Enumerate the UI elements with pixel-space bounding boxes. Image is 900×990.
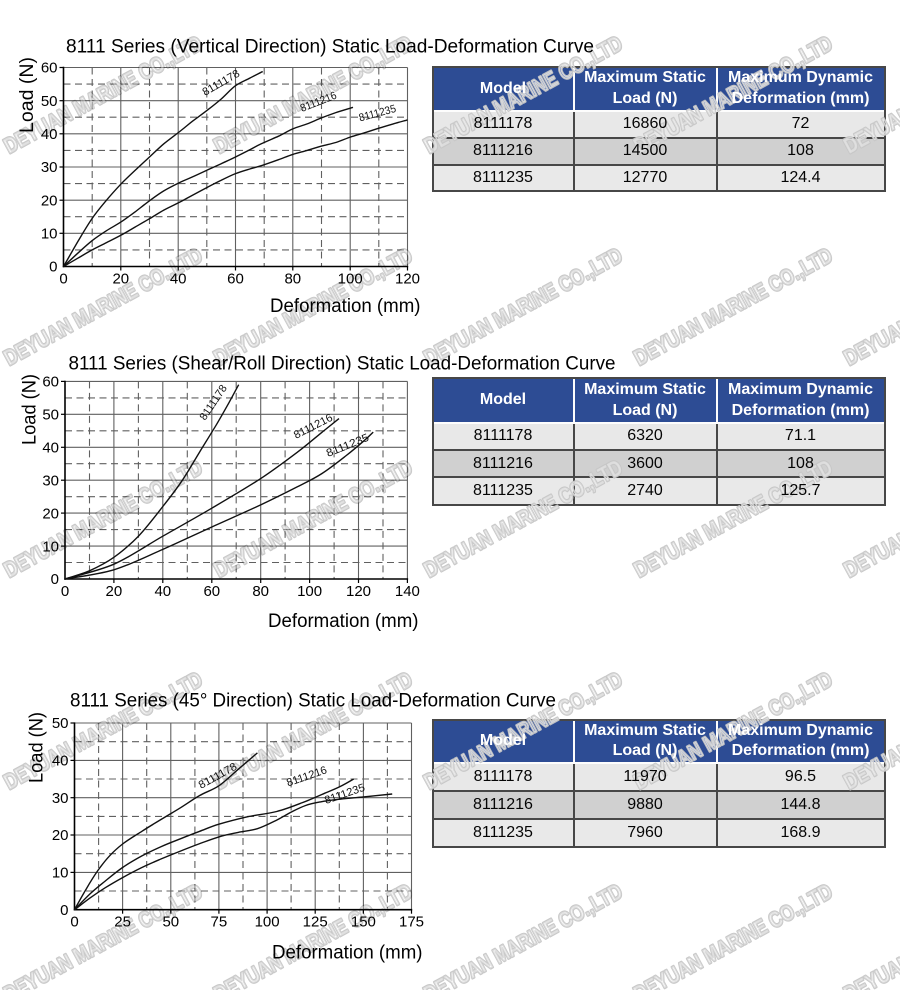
svg-text:30: 30 [52, 790, 69, 807]
svg-text:20: 20 [42, 505, 59, 522]
svg-text:DEYUAN MARINE CO.,LTD: DEYUAN MARINE CO.,LTD [839, 878, 900, 990]
svg-text:140: 140 [395, 583, 420, 600]
svg-text:80: 80 [284, 271, 301, 288]
svg-text:30: 30 [41, 159, 58, 176]
svg-text:DEYUAN MARINE CO.,LTD: DEYUAN MARINE CO.,LTD [839, 242, 900, 370]
svg-text:40: 40 [154, 583, 171, 600]
svg-text:120: 120 [346, 583, 371, 600]
svg-text:50: 50 [52, 715, 69, 732]
svg-text:0: 0 [61, 583, 69, 600]
svg-text:40: 40 [170, 271, 187, 288]
svg-text:50: 50 [162, 914, 179, 931]
svg-text:Deformation (mm): Deformation (mm) [268, 611, 419, 632]
svg-text:0: 0 [59, 271, 67, 288]
svg-text:60: 60 [42, 374, 59, 391]
svg-text:8111178: 8111178 [198, 383, 230, 423]
svg-text:20: 20 [112, 271, 129, 288]
svg-text:25: 25 [114, 914, 131, 931]
svg-text:100: 100 [297, 583, 322, 600]
svg-text:DEYUAN MARINE CO.,LTD: DEYUAN MARINE CO.,LTD [209, 454, 416, 582]
svg-text:175: 175 [399, 914, 424, 931]
svg-text:8111235: 8111235 [323, 782, 367, 807]
svg-text:0: 0 [51, 571, 59, 588]
svg-text:8111 Series (Shear/Roll Direct: 8111 Series (Shear/Roll Direction) Stati… [69, 353, 616, 374]
svg-text:10: 10 [41, 226, 58, 243]
svg-text:8111 Series (Vertical Directio: 8111 Series (Vertical Direction) Static … [66, 37, 594, 58]
svg-text:Load (N): Load (N) [17, 57, 38, 133]
svg-text:Load (N): Load (N) [27, 712, 48, 783]
svg-text:DEYUAN MARINE CO.,LTD: DEYUAN MARINE CO.,LTD [0, 242, 206, 370]
svg-text:40: 40 [52, 753, 69, 770]
svg-text:100: 100 [338, 271, 363, 288]
svg-text:Deformation (mm): Deformation (mm) [270, 296, 421, 317]
svg-text:DEYUAN MARINE CO.,LTD: DEYUAN MARINE CO.,LTD [0, 878, 206, 990]
svg-text:0: 0 [49, 259, 57, 276]
svg-text:10: 10 [42, 538, 59, 555]
svg-text:50: 50 [42, 407, 59, 424]
svg-text:125: 125 [303, 914, 328, 931]
svg-text:DEYUAN MARINE CO.,LTD: DEYUAN MARINE CO.,LTD [209, 878, 416, 990]
svg-text:80: 80 [252, 583, 269, 600]
svg-text:0: 0 [70, 914, 78, 931]
svg-text:20: 20 [41, 192, 58, 209]
svg-text:0: 0 [60, 902, 68, 919]
svg-text:120: 120 [395, 271, 420, 288]
svg-text:60: 60 [41, 60, 58, 77]
svg-text:8111235: 8111235 [325, 432, 371, 460]
svg-text:150: 150 [351, 914, 376, 931]
svg-text:20: 20 [106, 583, 123, 600]
svg-text:DEYUAN MARINE CO.,LTD: DEYUAN MARINE CO.,LTD [629, 242, 836, 370]
svg-text:100: 100 [255, 914, 280, 931]
svg-text:DEYUAN MARINE CO.,LTD: DEYUAN MARINE CO.,LTD [419, 242, 626, 370]
svg-text:40: 40 [41, 126, 58, 143]
svg-text:60: 60 [203, 583, 220, 600]
svg-text:DEYUAN MARINE CO.,LTD: DEYUAN MARINE CO.,LTD [629, 878, 836, 990]
svg-text:10: 10 [52, 865, 69, 882]
svg-text:8111 Series (45° Direction) St: 8111 Series (45° Direction) Static Load-… [70, 691, 556, 712]
svg-text:60: 60 [227, 271, 244, 288]
svg-text:8111235: 8111235 [358, 103, 398, 124]
svg-text:Load (N): Load (N) [20, 374, 41, 445]
svg-text:8111216: 8111216 [285, 764, 329, 789]
svg-text:Deformation (mm): Deformation (mm) [272, 943, 423, 964]
svg-text:DEYUAN MARINE CO.,LTD: DEYUAN MARINE CO.,LTD [419, 878, 626, 990]
svg-text:20: 20 [52, 827, 69, 844]
svg-text:30: 30 [42, 472, 59, 489]
svg-text:40: 40 [42, 440, 59, 457]
svg-text:50: 50 [41, 93, 58, 110]
svg-text:75: 75 [211, 914, 228, 931]
